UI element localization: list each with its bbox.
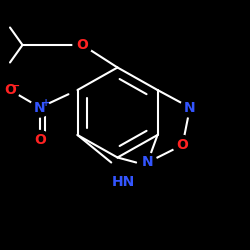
Text: +: +: [42, 98, 50, 108]
Circle shape: [30, 98, 50, 117]
Text: O: O: [34, 133, 46, 147]
Circle shape: [112, 171, 135, 194]
Circle shape: [180, 98, 200, 117]
Circle shape: [30, 130, 50, 150]
Circle shape: [73, 36, 92, 54]
Text: N: N: [142, 156, 153, 170]
Circle shape: [173, 136, 192, 154]
Circle shape: [138, 153, 157, 172]
Text: N: N: [34, 100, 46, 114]
Text: O: O: [76, 38, 88, 52]
Text: O: O: [176, 138, 188, 152]
Text: O: O: [4, 83, 16, 97]
Circle shape: [0, 80, 20, 100]
Text: HN: HN: [112, 176, 136, 190]
Text: −: −: [11, 80, 20, 90]
Text: N: N: [184, 100, 196, 114]
